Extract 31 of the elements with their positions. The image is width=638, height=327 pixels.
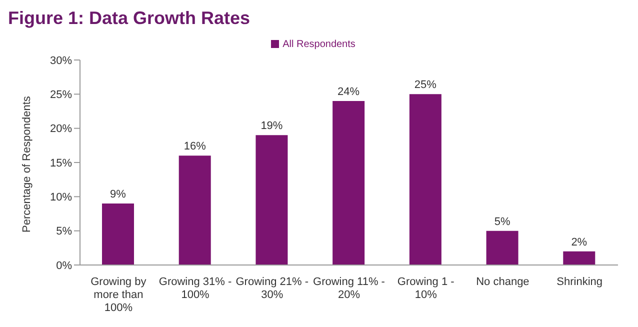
bar: [332, 101, 365, 265]
y-tick-label: 10%: [50, 192, 72, 204]
bar: [256, 135, 288, 265]
y-tick-label: 5%: [56, 226, 72, 238]
y-tick-label: 25%: [50, 89, 72, 102]
bar: [563, 251, 596, 265]
y-tick-label: 15%: [50, 157, 72, 170]
x-tick-label: Growing 11% - 20%: [313, 276, 386, 301]
x-tick-label: Growing by more than 100%: [90, 276, 147, 314]
bar: [102, 204, 134, 265]
y-tick-label: 20%: [50, 123, 72, 136]
data-label: 16%: [184, 140, 206, 153]
y-tick-label: 30%: [50, 54, 72, 67]
x-tick-label: Growing 21% - 30%: [236, 276, 309, 301]
chart-title: Figure 1: Data Growth Rates: [8, 8, 252, 30]
x-tick-label: Growing 31% - 100%: [158, 276, 232, 301]
bar: [178, 156, 211, 265]
x-tick-label: Growing 1 - 10%: [397, 276, 455, 301]
x-tick-label: Shrinking: [556, 276, 602, 288]
data-label: 19%: [260, 120, 283, 132]
legend-label: All Respondents: [282, 39, 356, 50]
data-label: 5%: [494, 216, 510, 228]
bar: [486, 230, 518, 265]
x-tick-label: No change: [476, 276, 530, 288]
data-label: 2%: [571, 236, 588, 248]
y-tick-label: 0%: [56, 260, 72, 272]
data-label: 24%: [338, 86, 360, 98]
y-axis-title: Percentage of Respondents: [20, 96, 33, 232]
bar: [409, 94, 442, 265]
data-label: 9%: [110, 188, 126, 200]
data-label: 25%: [414, 79, 437, 92]
